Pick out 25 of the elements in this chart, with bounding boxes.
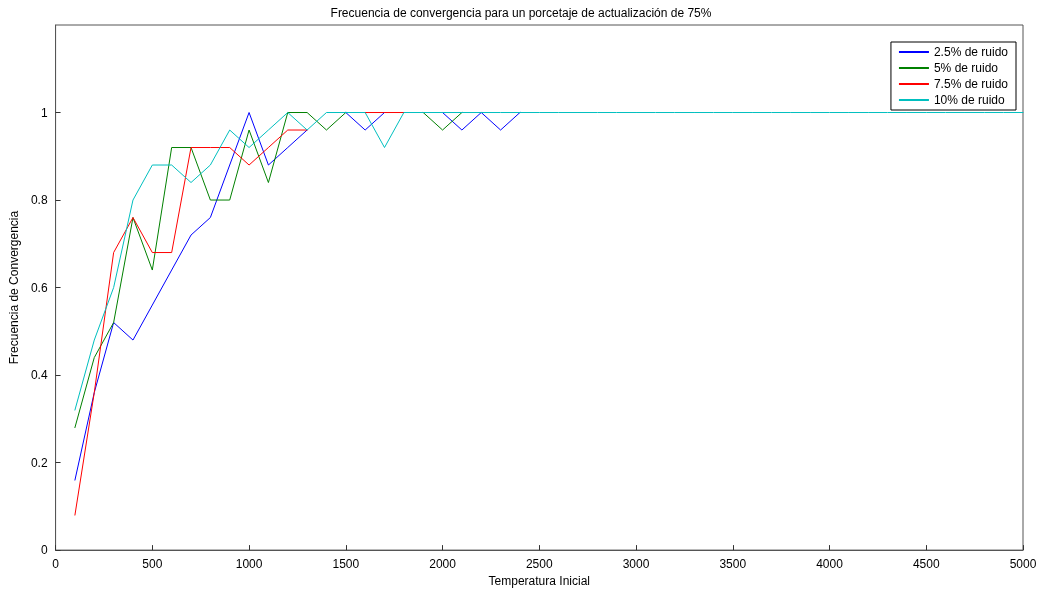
legend-label: 2.5% de ruido [933,45,1009,59]
x-tick-label: 0 [52,557,60,572]
x-tick-label: 4000 [816,557,844,572]
x-tick-label: 4500 [912,557,940,572]
x-tick-label: 1000 [235,557,263,572]
x-tick-label: 2500 [525,557,553,572]
x-tick-label: 5000 [1009,557,1037,572]
y-tick-label: 0 [40,543,48,558]
y-tick-label: 0.6 [30,280,48,295]
chart-title: Frecuencia de convergencia para un porcetaje de actualización de 75% [330,6,712,20]
x-axis-title: Temperatura Inicial [488,574,590,588]
y-tick-label: 0.8 [30,193,48,208]
y-tick-label: 1 [40,105,48,120]
line-series [74,112,1024,411]
y-axis-title: Frecuencia de Convergencia [7,210,21,365]
legend-label: 7.5% de ruido [933,77,1009,91]
x-tick-label: 3500 [719,557,747,572]
x-tick-label: 500 [142,557,163,572]
x-tick-label: 1500 [332,557,360,572]
legend-label: 10% de ruido [933,93,1005,107]
y-tick-label: 0.2 [30,455,48,470]
x-tick-label: 3000 [622,557,650,572]
x-tick-label: 2000 [429,557,457,572]
legend-label: 5% de ruido [933,61,999,75]
y-tick-label: 0.4 [30,368,48,383]
